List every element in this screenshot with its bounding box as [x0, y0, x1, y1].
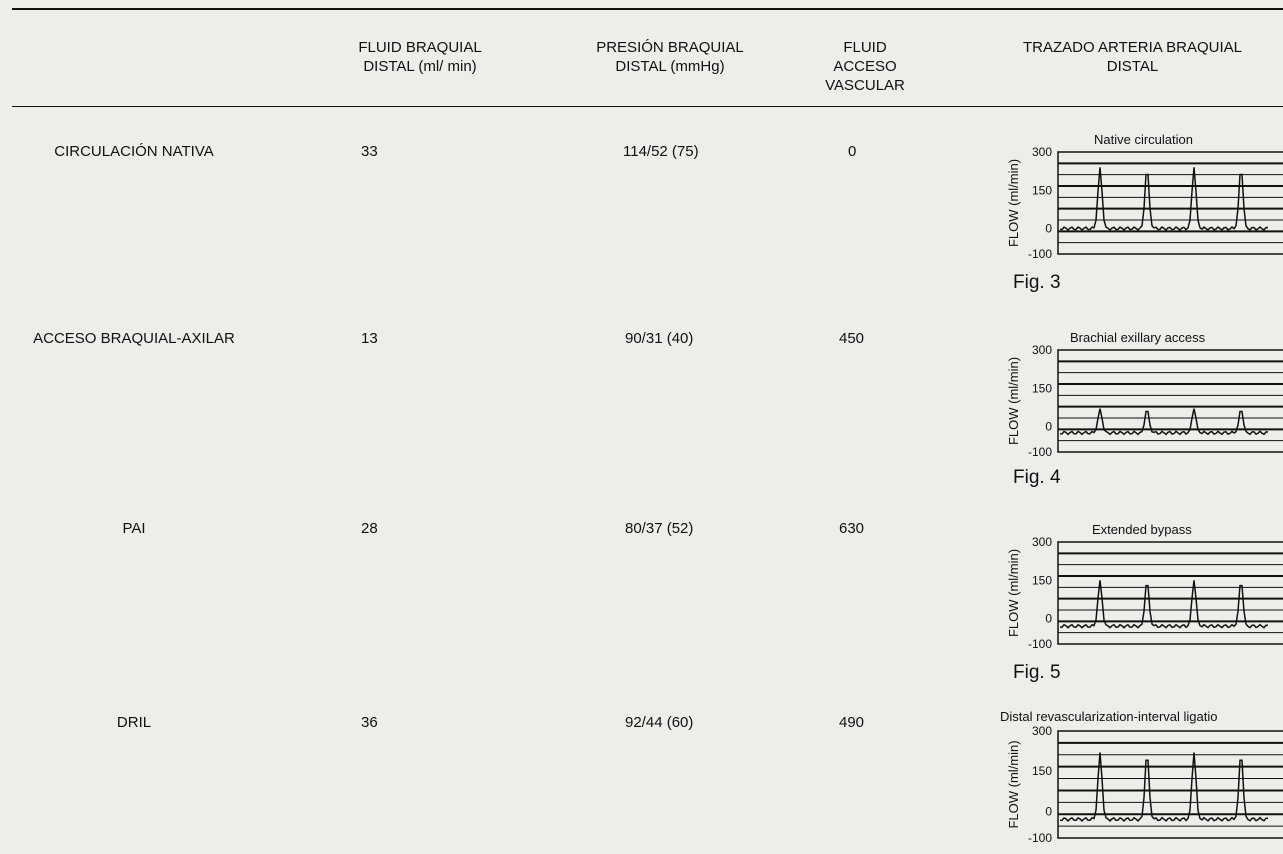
header-trazado: TRAZADO ARTERIA BRAQUIAL DISTAL — [1023, 39, 1242, 75]
y-tick-label: 150 — [1032, 573, 1052, 587]
y-tick-label: 150 — [1032, 381, 1052, 395]
y-tick-label: 150 — [1032, 183, 1052, 197]
y-tick-label: 0 — [1045, 612, 1052, 626]
figure-caption: Fig. 5 — [1013, 662, 1061, 683]
row-flow: 28 — [361, 520, 378, 537]
header-fluid-acceso: FLUID ACCESO VASCULAR — [825, 39, 905, 94]
y-axis-label: FLOW (ml/min) — [1006, 549, 1021, 637]
y-tick-label: 0 — [1045, 804, 1052, 818]
row-pressure: 90/31 (40) — [625, 330, 694, 347]
row-access: 490 — [839, 714, 865, 731]
flow-series-line — [1059, 580, 1268, 629]
flow-chart-native: Native circulation 300 150 0 -100 FLOW (ml/mi… — [1000, 130, 1283, 270]
y-tick-label: 300 — [1032, 343, 1052, 357]
header-presion-braquial: PRESIÓN BRAQUIAL DISTAL (mmHg) — [596, 39, 744, 75]
flow-series-line — [1059, 167, 1269, 232]
y-axis-label: FLOW (ml/min) — [1006, 159, 1021, 247]
y-axis-label: FLOW (ml/min) — [1006, 740, 1021, 828]
figure-caption: Fig. 3 — [1013, 272, 1061, 293]
row-flow: 33 — [361, 143, 378, 160]
y-tick-label: -100 — [1028, 445, 1052, 459]
chart-title: Brachial exillary access — [1070, 330, 1206, 345]
row-access: 0 — [848, 143, 857, 160]
figure-caption: Fig. 4 — [1013, 467, 1061, 488]
chart-title: Distal revascularization-interval ligati… — [1000, 709, 1217, 724]
plot-frame — [1057, 349, 1283, 453]
row-pressure: 92/44 (60) — [625, 714, 694, 731]
plot-frame — [1057, 730, 1283, 839]
row-flow: 36 — [361, 714, 378, 731]
y-tick-label: 300 — [1032, 535, 1052, 549]
y-tick-label: -100 — [1028, 831, 1052, 845]
plot-frame — [1057, 151, 1283, 255]
y-axis-label: FLOW (ml/min) — [1006, 357, 1021, 445]
flow-chart-extended-bypass: Extended bypass 300 150 0 -100 FLOW (ml/min) — [1000, 520, 1283, 660]
chart-title: Extended bypass — [1092, 522, 1192, 537]
y-tick-label: 150 — [1032, 764, 1052, 778]
y-tick-label: 0 — [1045, 420, 1052, 434]
row-label: CIRCULACIÓN NATIVA — [54, 143, 214, 160]
chart-title: Native circulation — [1094, 132, 1193, 147]
header-fluid-braquial: FLUID BRAQUIAL DISTAL (ml/ min) — [358, 39, 482, 75]
y-tick-label: 300 — [1032, 724, 1052, 738]
y-tick-label: 0 — [1045, 222, 1052, 236]
y-tick-label: -100 — [1028, 247, 1052, 261]
row-flow: 13 — [361, 330, 378, 347]
flow-chart-brachial-axillary: Brachial exillary access 300 150 0 -100 FLOW … — [1000, 328, 1283, 468]
row-access: 630 — [839, 520, 865, 537]
row-access: 450 — [839, 330, 865, 347]
y-tick-label: 300 — [1032, 145, 1052, 159]
row-label: ACCESO BRAQUIAL-AXILAR — [33, 330, 235, 347]
top-rule — [12, 8, 1283, 10]
row-pressure: 80/37 (52) — [625, 520, 694, 537]
y-tick-label: -100 — [1028, 637, 1052, 651]
row-label: PAI — [122, 520, 146, 537]
flow-chart-dril: Distal revascularization-interval ligati… — [1000, 709, 1283, 854]
header-rule — [12, 106, 1283, 107]
row-label: DRIL — [116, 714, 152, 731]
plot-frame — [1057, 541, 1283, 645]
flow-series-line — [1059, 752, 1269, 822]
row-pressure: 114/52 (75) — [623, 143, 699, 160]
flow-series-line — [1059, 408, 1269, 436]
